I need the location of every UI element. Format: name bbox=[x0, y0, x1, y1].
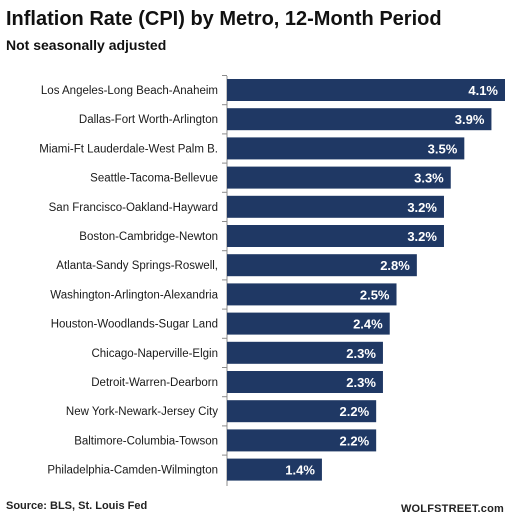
category-label: Detroit-Warren-Dearborn bbox=[91, 377, 218, 389]
chart-title: Inflation Rate (CPI) by Metro, 12-Month … bbox=[6, 8, 442, 30]
value-label: 3.2% bbox=[407, 200, 437, 215]
bar bbox=[227, 341, 383, 364]
category-label: New York-Newark-Jersey City bbox=[66, 406, 218, 418]
value-label: 2.8% bbox=[380, 258, 410, 273]
value-label: 2.2% bbox=[340, 433, 370, 448]
category-label: Philadelphia-Camden-Wilmington bbox=[47, 465, 218, 477]
value-label: 2.5% bbox=[360, 287, 390, 302]
category-label: Chicago-Naperville-Elgin bbox=[91, 348, 218, 360]
source-note: Source: BLS, St. Louis Fed bbox=[6, 500, 148, 512]
category-label: Dallas-Fort Worth-Arlington bbox=[79, 114, 218, 126]
value-label: 2.4% bbox=[353, 317, 383, 332]
brand-label: WOLFSTREET.com bbox=[400, 503, 504, 515]
bar bbox=[227, 283, 397, 306]
bar bbox=[227, 254, 417, 277]
value-label: 2.3% bbox=[346, 346, 376, 361]
category-label: Seattle-Tacoma-Bellevue bbox=[90, 173, 218, 185]
category-label: Washington-Arlington-Alexandria bbox=[50, 289, 218, 301]
value-label: 3.2% bbox=[407, 229, 437, 244]
category-label: Baltimore-Columbia-Towson bbox=[74, 435, 218, 447]
bar bbox=[227, 400, 377, 423]
bar bbox=[227, 429, 377, 452]
bar bbox=[227, 79, 505, 101]
value-label: 3.3% bbox=[414, 171, 444, 186]
chart-subtitle: Not seasonally adjusted bbox=[6, 37, 167, 53]
bar bbox=[227, 195, 444, 218]
bar bbox=[227, 458, 322, 481]
value-label: 4.1% bbox=[468, 83, 498, 98]
value-label: 2.3% bbox=[346, 375, 376, 390]
value-label: 3.9% bbox=[455, 112, 485, 127]
category-label: Houston-Woodlands-Sugar Land bbox=[51, 319, 218, 331]
bar bbox=[227, 166, 451, 189]
value-label: 3.5% bbox=[428, 141, 458, 156]
bar bbox=[227, 137, 465, 160]
category-label: Boston-Cambridge-Newton bbox=[79, 231, 218, 243]
bar bbox=[227, 108, 492, 131]
category-label: San Francisco-Oakland-Hayward bbox=[49, 202, 218, 214]
bar bbox=[227, 371, 383, 393]
category-label: Los Angeles-Long Beach-Anaheim bbox=[41, 85, 218, 97]
category-label: Miami-Ft Lauderdale-West Palm B. bbox=[39, 143, 218, 155]
value-label: 2.2% bbox=[340, 404, 370, 419]
value-label: 1.4% bbox=[285, 463, 315, 478]
category-label: Atlanta-Sandy Springs-Roswell, bbox=[56, 260, 218, 272]
bar bbox=[227, 225, 444, 247]
bar bbox=[227, 312, 390, 335]
